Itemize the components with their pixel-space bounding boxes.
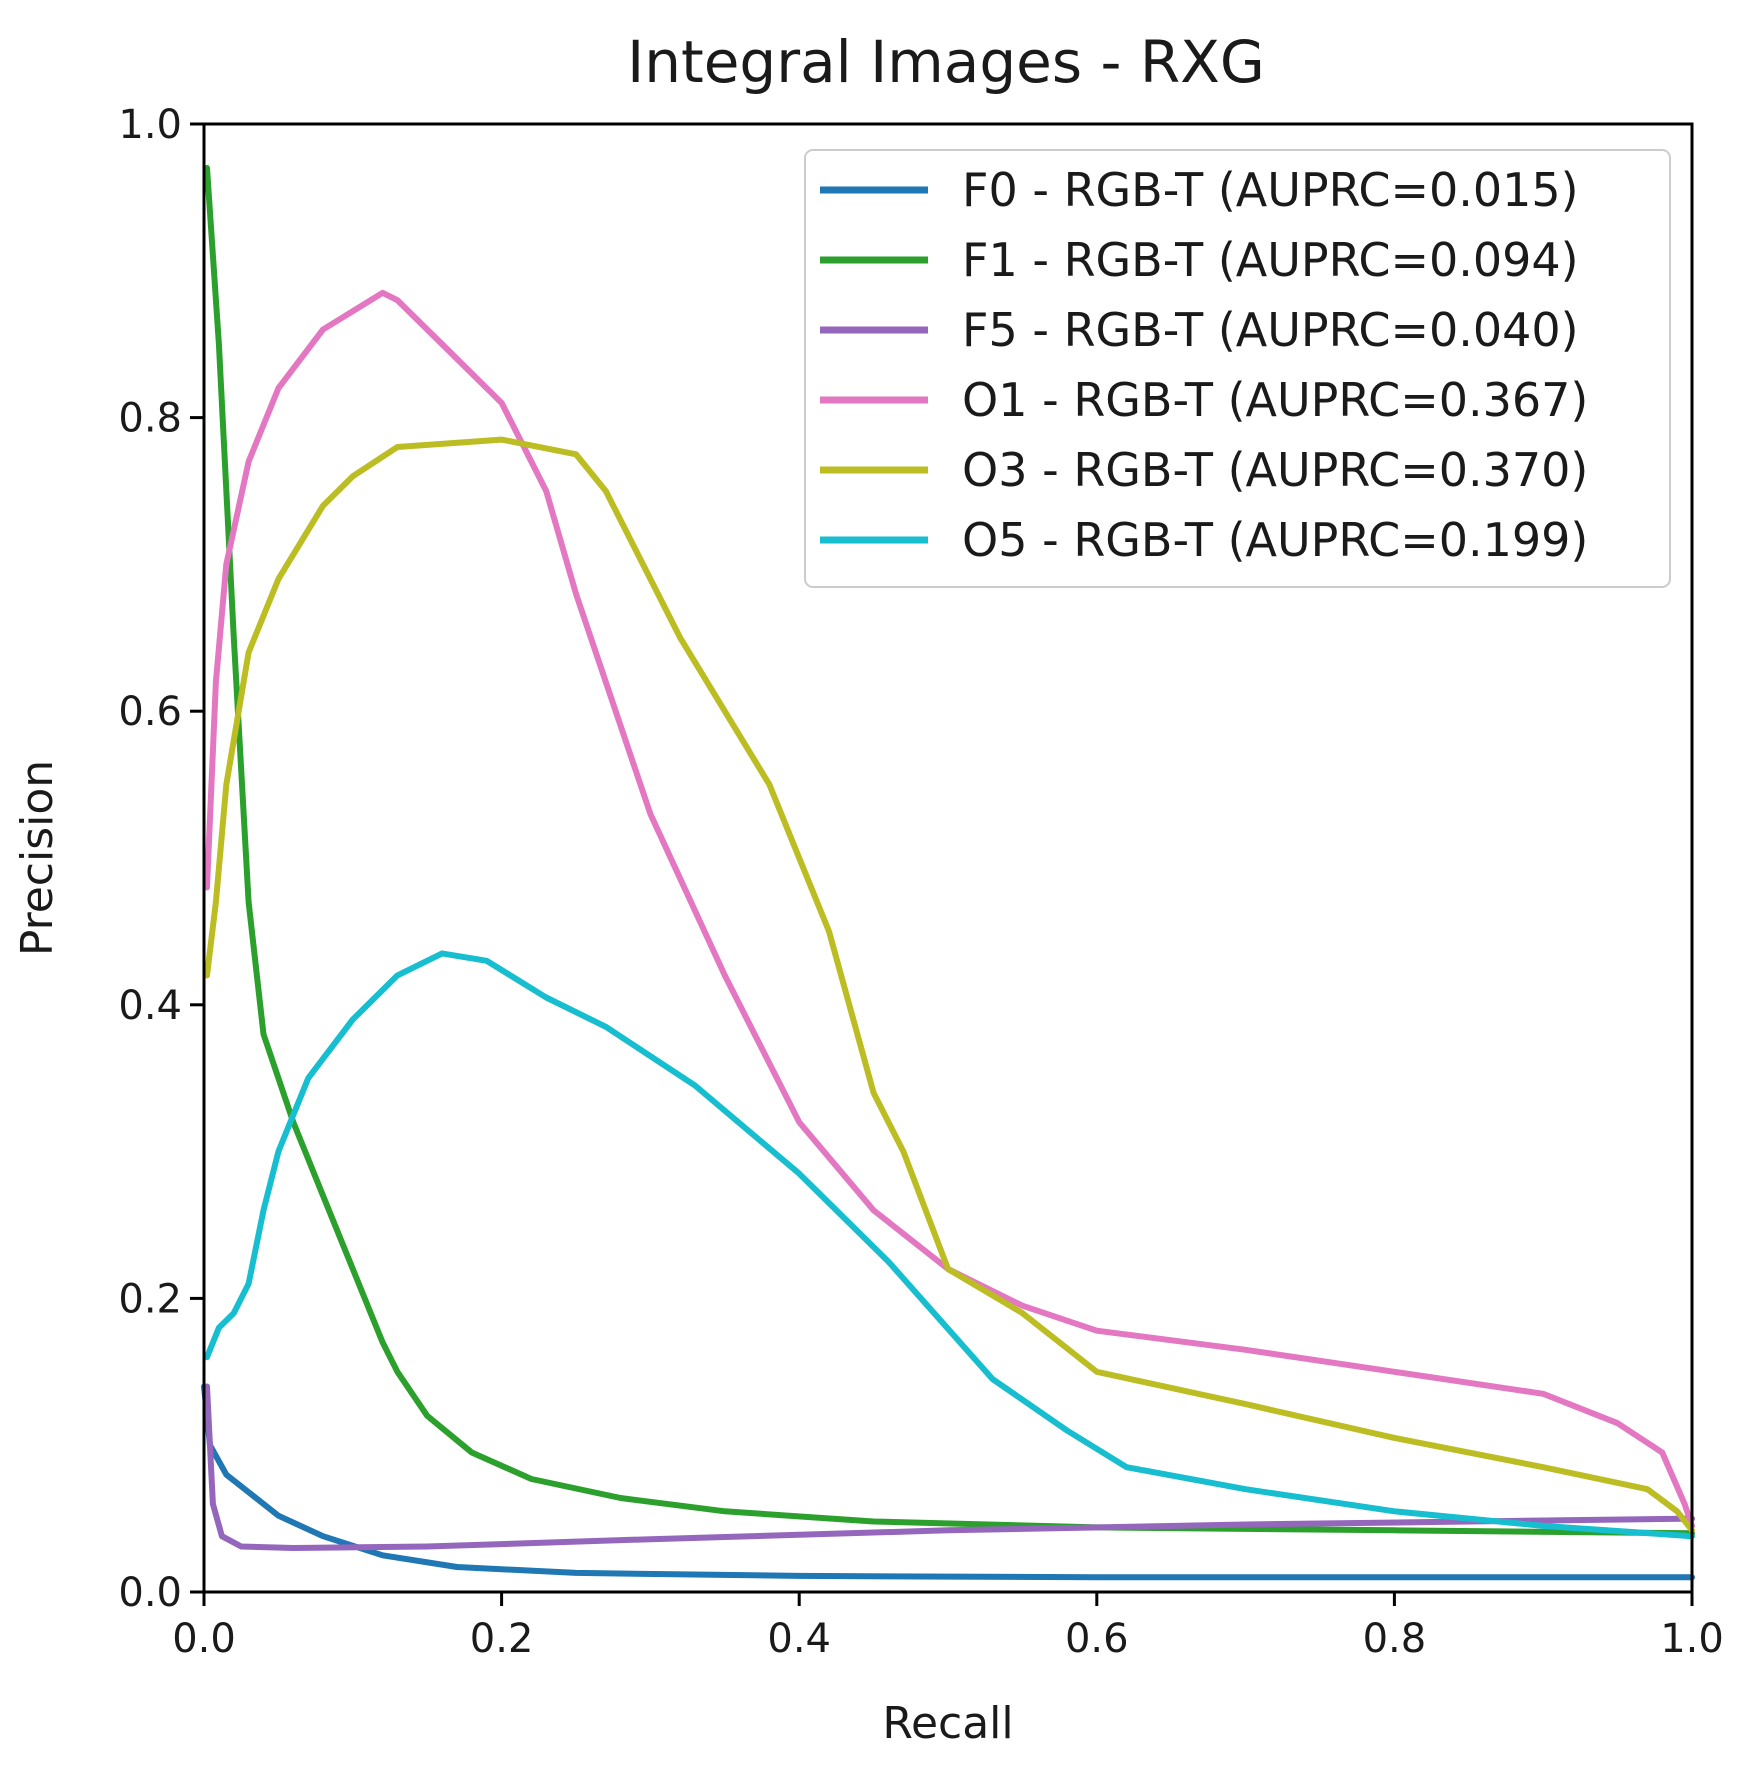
y-tick-label: 0.0 <box>118 1570 182 1616</box>
legend-label-1: F1 - RGB-T (AUPRC=0.094) <box>962 233 1579 287</box>
x-axis-label: Recall <box>882 1698 1013 1749</box>
axis-ticks: 0.0 0.2 0.4 0.6 0.8 1.0 0.0 0.2 0.4 0.6 0.8 1.0 <box>118 102 1723 1662</box>
legend-label-5: O5 - RGB-T (AUPRC=0.199) <box>962 513 1588 567</box>
legend-label-2: F5 - RGB-T (AUPRC=0.040) <box>962 303 1579 357</box>
legend-box <box>804 149 1671 588</box>
legend-label-3: O1 - RGB-T (AUPRC=0.367) <box>962 373 1588 427</box>
y-tick-label: 0.2 <box>118 1276 182 1322</box>
series-line-4 <box>204 436 1695 1534</box>
x-tick-label: 0.0 <box>172 1616 236 1662</box>
legend: F0 - RGB-T (AUPRC=0.015) F1 - RGB-T (AUPR… <box>804 149 1671 588</box>
x-tick-label: 0.6 <box>1065 1616 1129 1662</box>
x-tick-label: 0.4 <box>767 1616 831 1662</box>
y-tick-label: 0.4 <box>118 983 182 1029</box>
series-line-2 <box>204 1383 1695 1551</box>
chart-title: Integral Images - RXG <box>627 28 1265 96</box>
series-line-3 <box>204 289 1695 1529</box>
x-tick-label: 0.2 <box>470 1616 534 1662</box>
y-tick-label: 1.0 <box>118 102 182 148</box>
series-line-5 <box>204 950 1695 1540</box>
series-lines <box>201 165 1695 1581</box>
plot-frame <box>202 122 1694 1594</box>
legend-label-4: O3 - RGB-T (AUPRC=0.370) <box>962 443 1588 497</box>
legend-label-0: F0 - RGB-T (AUPRC=0.015) <box>962 163 1579 217</box>
y-tick-label: 0.6 <box>118 689 182 735</box>
x-tick-label: 0.8 <box>1363 1616 1427 1662</box>
x-tick-label: 1.0 <box>1660 1616 1724 1662</box>
series-line-0 <box>201 1383 1695 1581</box>
series-line-1 <box>204 165 1695 1537</box>
y-axis-label: Precision <box>12 760 63 956</box>
y-tick-label: 0.8 <box>118 396 182 442</box>
